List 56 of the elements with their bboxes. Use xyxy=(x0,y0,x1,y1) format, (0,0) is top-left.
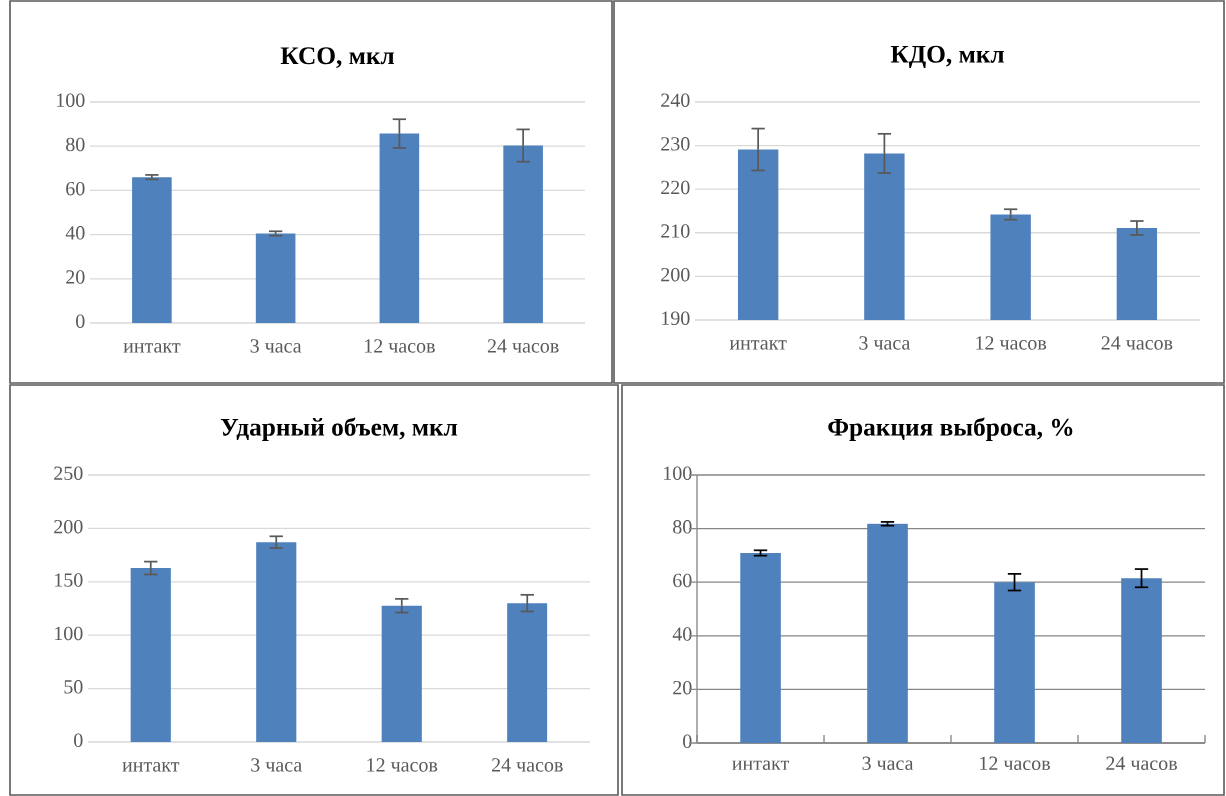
bar xyxy=(256,542,297,742)
y-tick-label: 190 xyxy=(662,311,690,325)
y-tick-label: 0 xyxy=(76,314,85,328)
bar xyxy=(379,133,420,323)
x-tick-label: 3 часа xyxy=(862,756,914,771)
x-tick-label: 24 часов xyxy=(1106,756,1177,771)
bar xyxy=(740,552,781,743)
y-tick-label: 60 xyxy=(66,181,85,196)
y-tick-label: 100 xyxy=(664,466,692,480)
bar xyxy=(867,523,908,743)
x-tick-label: 12 часов xyxy=(365,339,435,353)
y-tick-label: 100 xyxy=(55,626,83,641)
y-tick-label: 200 xyxy=(54,519,83,534)
x-tick-label: интакт xyxy=(123,343,181,353)
y-tick-label: 200 xyxy=(661,267,690,282)
x-tick-label: 3 часа xyxy=(859,336,911,350)
y-tick-label: 50 xyxy=(64,680,83,694)
y-tick-label: 220 xyxy=(661,180,690,195)
y-tick-label: 20 xyxy=(66,270,85,284)
y-tick-label: 0 xyxy=(683,734,692,748)
x-tick-label: интакт xyxy=(122,762,180,772)
x-tick-label: интакт xyxy=(729,340,787,350)
x-tick-label: 12 часов xyxy=(976,336,1047,350)
x-tick-label: 3 часа xyxy=(250,339,302,353)
y-tick-label: 100 xyxy=(57,93,85,107)
x-tick-label: 12 часов xyxy=(367,758,438,772)
y-tick-label: 150 xyxy=(55,573,83,587)
bar xyxy=(503,145,543,323)
y-tick-label: 240 xyxy=(661,93,690,107)
bar xyxy=(381,605,422,742)
x-tick-label: 24 часов xyxy=(1101,336,1173,350)
y-tick-label: 40 xyxy=(672,627,692,641)
y-tick-label: 80 xyxy=(673,520,692,534)
bar xyxy=(132,177,172,323)
y-tick-label: 210 xyxy=(661,224,690,238)
bar xyxy=(255,233,296,323)
y-tick-label: 0 xyxy=(74,733,83,747)
y-tick-label: 250 xyxy=(54,466,83,480)
x-tick-label: 24 часов xyxy=(492,758,563,772)
bar xyxy=(130,568,171,742)
bar xyxy=(994,582,1035,743)
chart-title: Ударный объем, мкл xyxy=(220,417,458,441)
y-tick-label: 60 xyxy=(673,573,692,588)
y-tick-label: 80 xyxy=(66,137,85,152)
chart-title: КДО, мкл xyxy=(890,45,1004,68)
chart-title: КСО, мкл xyxy=(280,47,395,68)
x-tick-label: 12 часов xyxy=(980,756,1050,771)
x-tick-label: 3 часа xyxy=(251,758,302,772)
y-tick-label: 230 xyxy=(661,137,690,151)
y-tick-label: 20 xyxy=(673,680,692,695)
bar xyxy=(1121,578,1162,743)
chart-title: Фракция выброса, % xyxy=(828,417,1073,441)
bar xyxy=(507,603,548,742)
x-tick-label: интакт xyxy=(732,760,789,771)
x-tick-label: 24 часов xyxy=(487,339,559,353)
y-tick-label: 40 xyxy=(65,226,85,240)
